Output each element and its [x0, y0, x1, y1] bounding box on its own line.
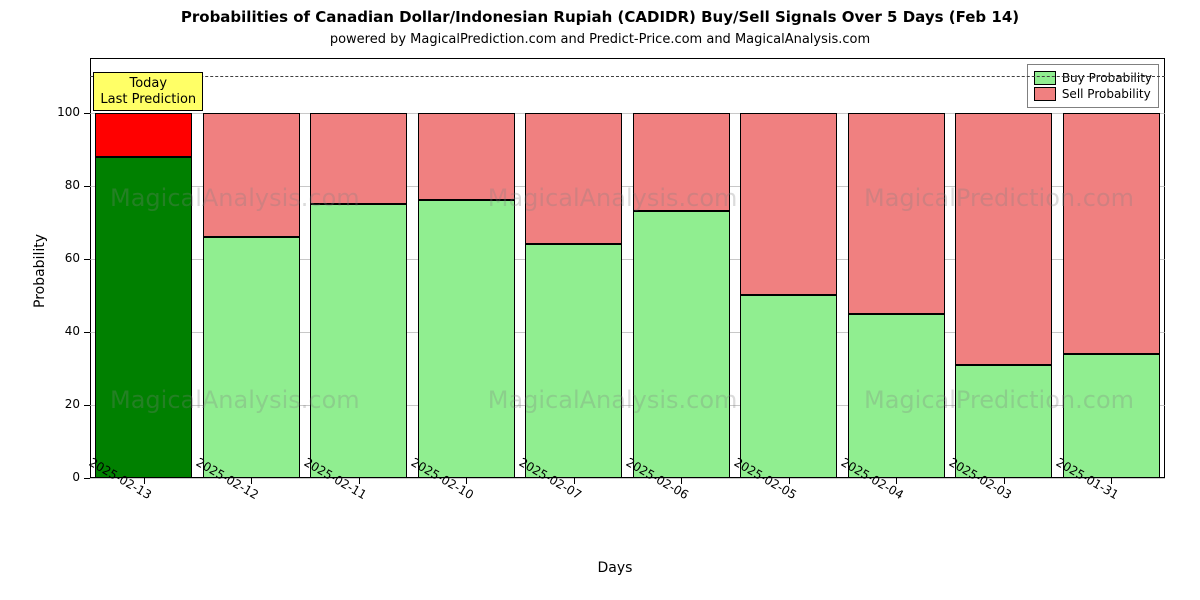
legend-swatch-buy [1034, 71, 1056, 85]
bar-buy [203, 237, 300, 478]
ytick-label: 80 [40, 178, 80, 192]
xtick-mark [144, 478, 145, 484]
bar-buy [633, 211, 730, 478]
bar-sell [525, 113, 622, 244]
y-axis-label: Probability [32, 234, 48, 308]
legend: Buy Probability Sell Probability [1027, 64, 1159, 108]
legend-swatch-sell [1034, 87, 1056, 101]
ytick-mark [84, 332, 90, 333]
bar-buy [310, 204, 407, 478]
bar-sell [633, 113, 730, 212]
chart-title: Probabilities of Canadian Dollar/Indones… [0, 8, 1200, 26]
xtick-mark [789, 478, 790, 484]
bar-sell [1063, 113, 1160, 354]
annotation-line2: Last Prediction [100, 92, 196, 108]
xtick-mark [251, 478, 252, 484]
bar-buy [740, 295, 837, 478]
bar-buy [848, 314, 945, 478]
chart-container: Probabilities of Canadian Dollar/Indones… [0, 0, 1200, 600]
ytick-mark [84, 405, 90, 406]
annotation-line1: Today [100, 76, 196, 92]
xtick-mark [359, 478, 360, 484]
xtick-mark [574, 478, 575, 484]
ytick-label: 100 [40, 105, 80, 119]
bar-sell [848, 113, 945, 314]
ytick-mark [84, 478, 90, 479]
legend-label-sell: Sell Probability [1062, 87, 1151, 101]
reference-line [90, 76, 1165, 77]
legend-item-buy: Buy Probability [1034, 71, 1152, 85]
ytick-label: 20 [40, 397, 80, 411]
xtick-mark [896, 478, 897, 484]
ytick-label: 0 [40, 470, 80, 484]
xtick-mark [466, 478, 467, 484]
x-axis-label: Days [598, 560, 633, 576]
ytick-label: 40 [40, 324, 80, 338]
bar-buy [525, 244, 622, 478]
bar-sell [955, 113, 1052, 365]
bar-sell [740, 113, 837, 296]
chart-subtitle: powered by MagicalPrediction.com and Pre… [0, 32, 1200, 47]
ytick-mark [84, 259, 90, 260]
bar-buy [418, 200, 515, 478]
legend-label-buy: Buy Probability [1062, 71, 1152, 85]
legend-item-sell: Sell Probability [1034, 87, 1152, 101]
xtick-mark [1004, 478, 1005, 484]
bar-sell [203, 113, 300, 237]
ytick-label: 60 [40, 251, 80, 265]
xtick-mark [1111, 478, 1112, 484]
bar-sell [95, 113, 192, 157]
bar-sell [310, 113, 407, 204]
ytick-mark [84, 186, 90, 187]
xtick-mark [681, 478, 682, 484]
bar-buy [95, 157, 192, 478]
bar-buy [955, 365, 1052, 478]
bar-sell [418, 113, 515, 201]
bar-buy [1063, 354, 1160, 478]
ytick-mark [84, 113, 90, 114]
annotation-today: TodayLast Prediction [93, 72, 203, 111]
